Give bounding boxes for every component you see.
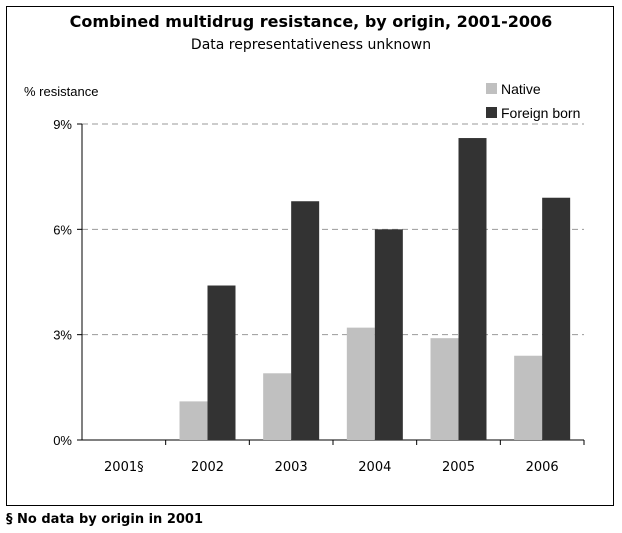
bar-foreign-born [542, 197, 571, 440]
legend-swatch [486, 107, 497, 118]
y-tick-label: 3% [53, 328, 72, 343]
bar-foreign-born [207, 285, 236, 440]
x-tick-label: 2006 [526, 460, 559, 475]
chart-subtitle: Data representativeness unknown [190, 37, 432, 53]
bar-native [263, 373, 292, 440]
x-tick-label: 2003 [275, 460, 308, 475]
x-tick-label: 2004 [358, 460, 391, 475]
x-tick-label: 2005 [442, 460, 475, 475]
legend-swatch [486, 83, 497, 94]
legend-label: Native [501, 81, 541, 97]
bar-foreign-born [374, 229, 403, 440]
bar-native [430, 338, 459, 440]
bar-native [179, 401, 208, 440]
x-tick-label: 2001§ [104, 460, 144, 475]
chart-title: Combined multidrug resistance, by origin… [69, 12, 553, 31]
y-tick-label: 6% [53, 222, 72, 237]
y-tick-label: 0% [53, 433, 72, 448]
y-axis-label: % resistance [24, 84, 99, 99]
y-tick-label: 9% [53, 117, 72, 132]
x-tick-label: 2002 [191, 460, 224, 475]
bar-native [514, 355, 543, 440]
bar-foreign-born [458, 138, 487, 441]
bar-foreign-born [291, 201, 320, 440]
bar-native [346, 327, 375, 440]
footnote: § No data by origin in 2001 [6, 512, 204, 527]
legend-label: Foreign born [501, 105, 580, 121]
